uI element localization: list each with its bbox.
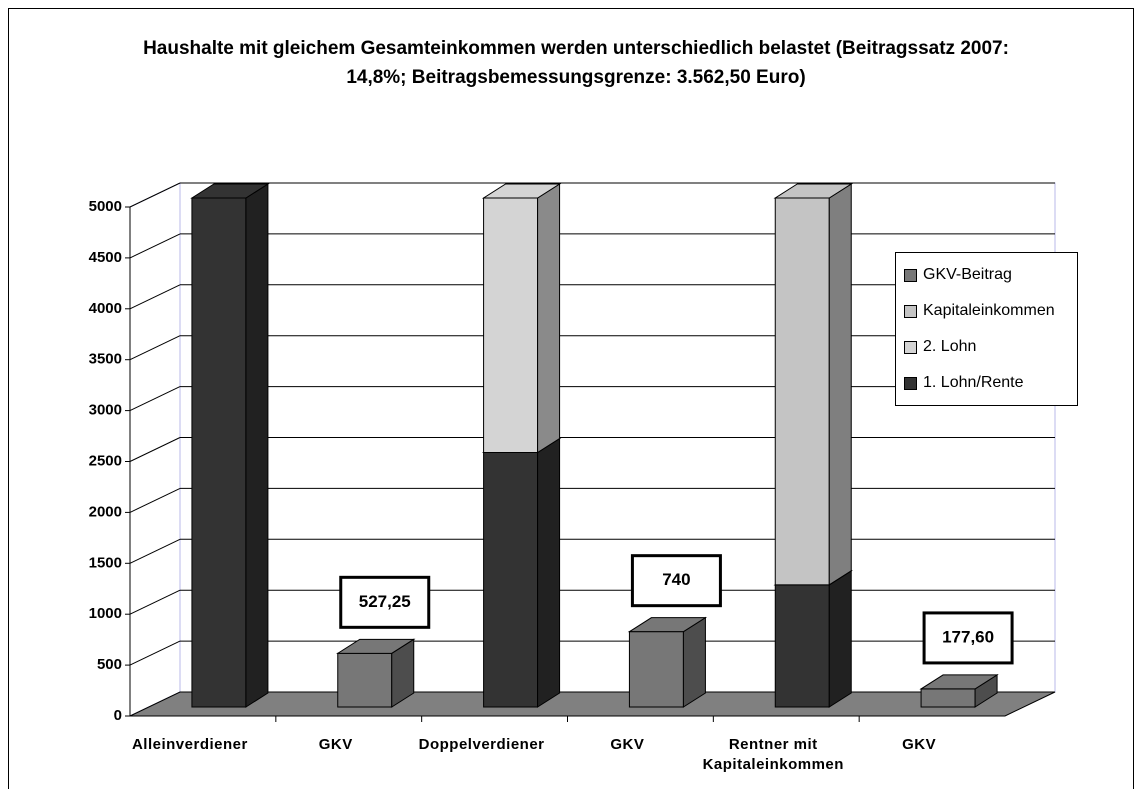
x-tick-label: GKV: [902, 736, 937, 753]
legend-swatch: [904, 340, 917, 354]
bar-segment: [920, 688, 976, 708]
bar-segment: [191, 197, 247, 708]
value-label-box: [922, 611, 1014, 665]
y-tick-label: 500: [97, 656, 122, 673]
legend-label: GKV-Beitrag: [923, 266, 1012, 283]
bar-segment: [337, 652, 393, 708]
grid-line: [129, 233, 181, 259]
grid-line: [129, 182, 181, 208]
bar-side-shade: [391, 639, 414, 707]
value-label: 177,60: [942, 627, 994, 646]
bar-segment: [483, 452, 539, 708]
grid-line: [129, 386, 181, 412]
value-label: 740: [662, 570, 690, 589]
legend-swatch: [904, 304, 917, 318]
bar-side-shade: [683, 617, 706, 707]
legend-item: GKV-Beitrag: [904, 257, 1077, 293]
legend: GKV-Beitrag Kapitaleinkommen 2. Lohn 1. Loh…: [895, 252, 1078, 406]
y-tick-label: 4500: [89, 249, 122, 266]
y-tick-label: 0: [114, 707, 122, 724]
x-tick-label: GKV: [610, 736, 645, 753]
bar-segment: [774, 584, 830, 708]
y-tick-label: 1000: [89, 605, 122, 622]
y-tick-label: 3500: [89, 351, 122, 368]
grid-line: [129, 589, 181, 615]
value-label-box: [339, 575, 431, 629]
grid-line: [129, 335, 181, 361]
y-tick-label: 2500: [89, 452, 122, 469]
bar-side-shade: [245, 184, 268, 707]
bar-top: [190, 183, 270, 199]
bar-top: [773, 183, 853, 199]
bar-side-shade: [829, 570, 852, 707]
x-tick-label: Rentner mit Kapitaleinkommen: [702, 736, 844, 773]
grid-line: [129, 284, 181, 310]
chart-frame: [8, 8, 1134, 789]
bar-side-shade: [829, 184, 852, 585]
floor: [129, 691, 1056, 717]
bar-side-shade: [975, 674, 998, 707]
bar-side-shade: [537, 184, 560, 453]
legend-label: 2. Lohn: [923, 338, 977, 355]
x-tick-label: GKV: [318, 736, 353, 753]
legend-item: 2. Lohn: [904, 329, 1077, 365]
legend-swatch: [904, 376, 917, 390]
value-label-box: [630, 554, 722, 608]
x-tick-label: Doppelverdiener: [418, 736, 545, 753]
legend-label: 1. Lohn/Rente: [923, 374, 1024, 391]
grid-line: [129, 640, 181, 666]
bar-top: [919, 674, 999, 690]
y-tick-label: 3000: [89, 402, 122, 419]
bar-segment: [628, 631, 684, 708]
bar-segment: [774, 197, 830, 586]
grid-line: [129, 538, 181, 564]
value-label: 527,25: [359, 592, 411, 611]
legend-item: Kapitaleinkommen: [904, 293, 1077, 329]
bar-side-shade: [537, 438, 560, 707]
bar-top: [627, 617, 708, 633]
grid-line: [129, 487, 181, 513]
y-tick-label: 5000: [89, 198, 122, 215]
x-tick-label: Alleinverdiener: [131, 736, 248, 753]
grid-line: [129, 437, 181, 462]
legend-swatch: [904, 268, 917, 282]
y-tick-label: 1500: [89, 554, 122, 571]
bar-top: [481, 183, 562, 199]
bar-top: [336, 638, 416, 654]
bar-segment: [483, 197, 539, 453]
chart-title: Haushalte mit gleichem Gesamteinkommen w…: [143, 38, 1009, 88]
y-tick-label: 2000: [89, 503, 122, 520]
legend-item: 1. Lohn/Rente: [904, 365, 1077, 401]
y-tick-label: 4000: [89, 300, 122, 317]
legend-label: Kapitaleinkommen: [923, 302, 1055, 319]
